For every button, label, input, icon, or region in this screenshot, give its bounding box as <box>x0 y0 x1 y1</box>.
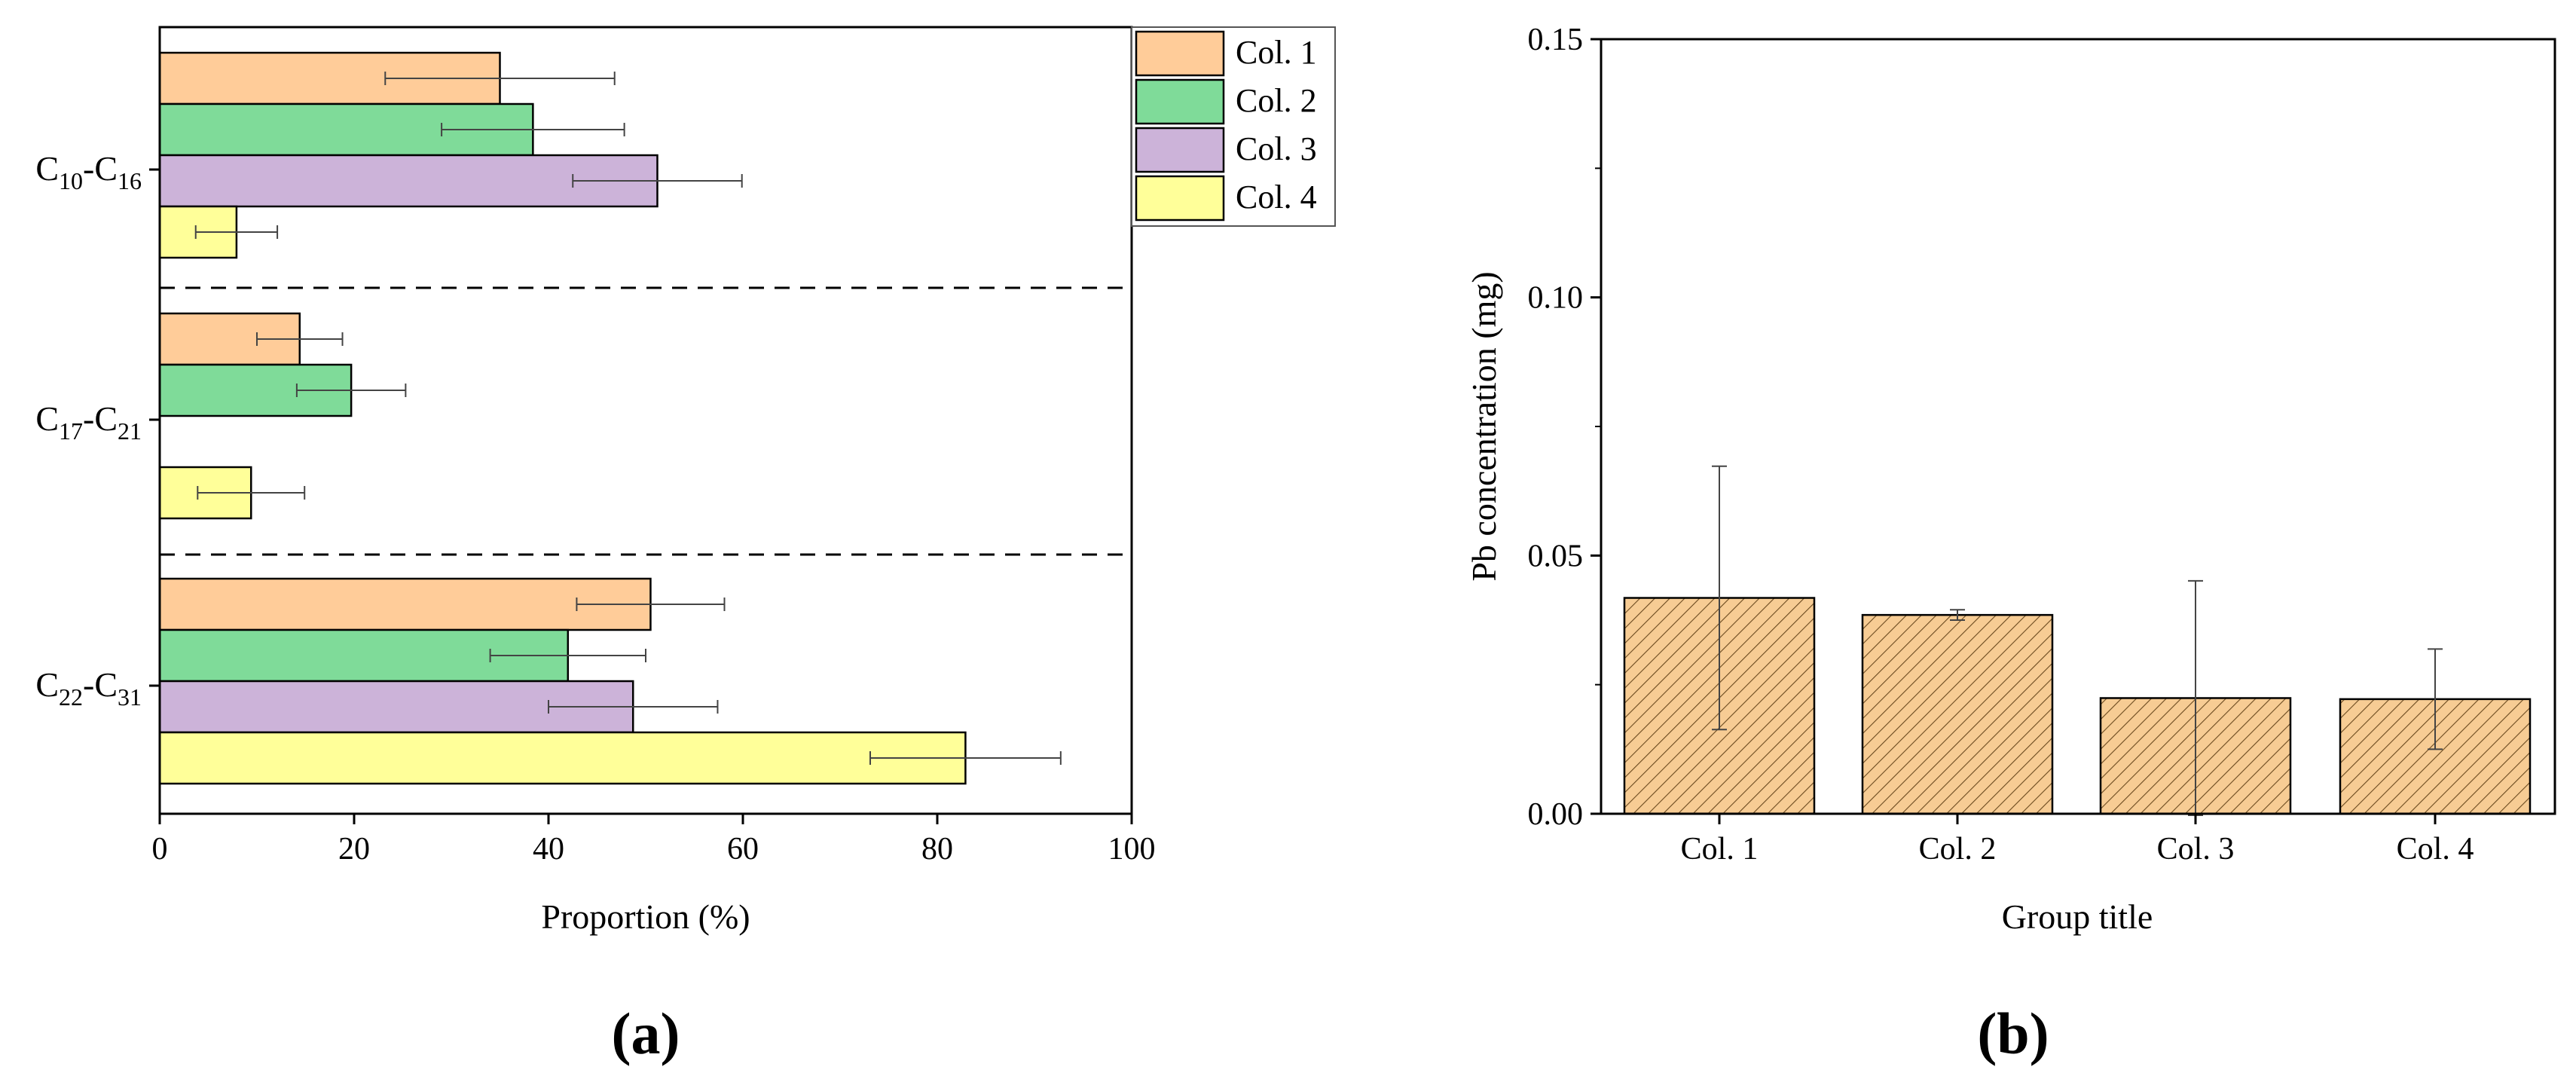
category-label: C10-C16 <box>35 149 142 194</box>
bar-col-2 <box>1861 613 2054 815</box>
panel-b-x-axis-label: Group title <box>2002 897 2153 936</box>
error-bar <box>384 72 616 85</box>
error-bar <box>548 700 719 714</box>
error-bar <box>295 384 407 397</box>
error-bar <box>1712 465 1727 731</box>
legend-swatch <box>1135 78 1225 125</box>
bar-col-4-group-2 <box>158 731 967 785</box>
y-tick-label: 0.10 <box>1528 281 1584 316</box>
error-bar <box>576 598 726 611</box>
panel-a-x-axis-label: Proportion (%) <box>541 897 750 936</box>
x-tick-label: 80 <box>921 832 953 867</box>
legend-swatch <box>1135 127 1225 173</box>
y-tick-label: 0.15 <box>1528 23 1584 57</box>
panel-a-chart: 0 20 40 60 80 100 C10-C16 C17-C21 C22-C31 Propo… <box>35 26 1336 1066</box>
error-bar <box>869 751 1062 765</box>
legend-label: Col. 3 <box>1236 130 1317 167</box>
x-tick-label: Col. 4 <box>2397 832 2474 867</box>
legend-swatch <box>1135 30 1225 77</box>
category-label: C17-C21 <box>35 399 142 445</box>
legend: Col. 1 Col. 2 Col. 3 Col. 4 <box>1131 26 1336 227</box>
x-tick-label: Col. 1 <box>1681 832 1759 867</box>
error-bar <box>441 123 625 136</box>
x-tick-label: 40 <box>533 832 564 867</box>
x-tick-label: 20 <box>338 832 370 867</box>
error-bar <box>489 649 646 662</box>
error-bar <box>1950 609 1965 621</box>
legend-swatch <box>1135 175 1225 222</box>
x-tick-label: Col. 2 <box>1919 832 1997 867</box>
legend-label: Col. 4 <box>1236 179 1317 215</box>
panel-b-label: (b) <box>1977 1001 2049 1066</box>
x-tick-label: 100 <box>1108 832 1156 867</box>
error-bar <box>256 332 344 346</box>
category-label: C22-C31 <box>35 665 142 711</box>
panel-a-label: (a) <box>612 1001 680 1066</box>
panel-b-y-axis-label: Pb concentration (mg) <box>1465 271 1503 581</box>
x-tick-label: Col. 3 <box>2157 832 2235 867</box>
y-tick-label: 0.00 <box>1528 797 1584 832</box>
legend-label: Col. 1 <box>1236 34 1317 71</box>
error-bar <box>194 225 279 239</box>
error-bar <box>2428 648 2443 750</box>
legend-label: Col. 2 <box>1236 82 1317 119</box>
x-tick-label: 0 <box>152 832 168 867</box>
y-tick-label: 0.05 <box>1528 539 1584 573</box>
error-bar <box>197 486 306 500</box>
error-bar <box>572 174 743 188</box>
panel-b-chart: 0.00 0.05 0.10 0.15 Col. 1 Col. 2 Col. 3 Col. … <box>1465 23 2556 1066</box>
x-tick-label: 60 <box>727 832 759 867</box>
